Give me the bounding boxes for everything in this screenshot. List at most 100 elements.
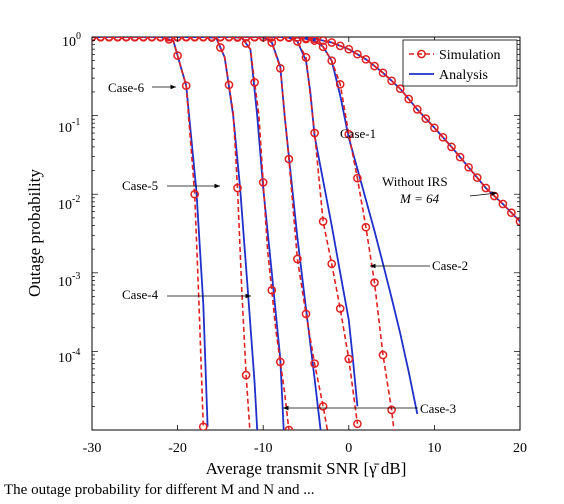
- series-7-simulation-marker: [387, 76, 396, 86]
- series-7-simulation-marker: [216, 37, 225, 42]
- series-7-simulation-marker: [335, 41, 345, 51]
- legend: Simulation Analysis: [402, 39, 518, 87]
- series-2-simulation-marker: [293, 37, 302, 46]
- series-7-simulation-marker: [464, 162, 473, 172]
- data-layer: [91, 36, 521, 431]
- plot-area: [91, 36, 521, 431]
- series-3-simulation-marker: [301, 309, 311, 319]
- series-7-simulation-marker: [327, 38, 337, 47]
- series-1-simulation-marker: [361, 222, 371, 232]
- series-6-simulation-marker: [173, 51, 182, 60]
- series-5-simulation-marker: [233, 183, 242, 193]
- x-tick-label: 0: [345, 441, 352, 456]
- series-4-simulation-marker: [258, 178, 268, 187]
- series-5-simulation-marker: [216, 43, 225, 52]
- y-tick-label: 10-2: [58, 194, 80, 213]
- svg-text:10-4: 10-4: [58, 347, 80, 366]
- x-tick-label: -20: [168, 441, 187, 456]
- series-1-simulation-marker: [318, 42, 328, 52]
- y-tick-label: 10-1: [58, 117, 80, 136]
- series-7-simulation-marker: [447, 142, 456, 152]
- series-7-simulation-line: [92, 37, 520, 223]
- figure-caption: The outage probability for different M a…: [4, 482, 315, 498]
- series-6-simulation-marker: [181, 81, 191, 91]
- series-2-simulation-marker: [310, 128, 319, 138]
- annotations: Case-6 Case-5 Case-4 Case-1 Case-2 Case-…: [108, 80, 498, 416]
- series-7-simulation-marker: [130, 37, 140, 42]
- series-7-simulation-marker: [121, 37, 131, 42]
- series-7-simulation-marker: [430, 123, 439, 133]
- series-2-simulation-marker: [301, 53, 311, 62]
- series-3-simulation-marker: [267, 38, 277, 47]
- without-irs-label: Without IRS: [382, 174, 448, 189]
- series-7-simulation-marker: [412, 105, 422, 114]
- series-7-simulation-marker: [344, 44, 354, 54]
- series-7-simulation-marker: [198, 37, 208, 42]
- series-1-simulation-marker: [327, 56, 337, 66]
- svg-text:100: 100: [62, 31, 81, 50]
- series-7-simulation-marker: [293, 37, 302, 42]
- series-1-simulation-line: [92, 37, 395, 430]
- x-tick-label: 20: [513, 441, 527, 456]
- series-7-simulation-marker: [301, 37, 311, 43]
- series-7-simulation-marker: [250, 37, 259, 42]
- x-tick-label: -30: [83, 441, 102, 456]
- series-7-simulation-marker: [455, 152, 465, 162]
- series-7-simulation-marker: [481, 183, 491, 193]
- svg-text:10-2: 10-2: [58, 194, 80, 213]
- series-7-simulation-marker: [156, 37, 165, 42]
- series-1-simulation-marker: [344, 129, 354, 139]
- series-6-simulation-marker: [198, 422, 208, 430]
- series-7-simulation-marker: [370, 61, 379, 71]
- series-4-simulation-marker: [284, 425, 294, 430]
- series-7-simulation-marker: [233, 37, 242, 42]
- case-4-label: Case-4: [122, 287, 159, 302]
- series-7-simulation-marker: [438, 132, 448, 142]
- series-3-simulation-marker: [275, 63, 285, 73]
- series-7-simulation-marker: [395, 84, 405, 94]
- case-5-label: Case-5: [122, 178, 158, 193]
- series-4-simulation-marker: [241, 39, 251, 48]
- series-1-simulation-marker: [335, 79, 345, 89]
- series-2-simulation-marker: [327, 259, 337, 269]
- series-7-simulation-marker: [267, 37, 277, 42]
- legend-simulation-label: Simulation: [439, 48, 500, 63]
- series-7-simulation-marker: [181, 37, 191, 42]
- series-1-simulation-marker: [370, 278, 379, 287]
- series-2-simulation-marker: [335, 304, 345, 313]
- series-6-simulation-marker: [190, 189, 200, 199]
- series-7-simulation-marker: [310, 37, 319, 44]
- y-tick-label: 100: [62, 31, 81, 50]
- series-7-simulation-marker: [164, 37, 174, 42]
- series-7-simulation-marker: [224, 37, 234, 42]
- case-2-label: Case-2: [432, 258, 468, 273]
- series-7-simulation-marker: [472, 173, 482, 182]
- y-tick-label: 10-4: [58, 347, 80, 366]
- y-tick-label: 10-3: [58, 271, 80, 290]
- series-7-simulation-marker: [104, 37, 114, 42]
- series-3-simulation-marker: [318, 401, 328, 411]
- series-7-simulation-marker: [284, 37, 294, 42]
- series-4-simulation-marker: [267, 285, 277, 295]
- series-5-simulation-marker: [224, 80, 234, 90]
- series-7-simulation-marker: [421, 114, 431, 123]
- x-tick-label: -10: [254, 441, 273, 456]
- series-5-simulation-marker: [241, 370, 251, 380]
- series-7-simulation-marker: [139, 37, 148, 42]
- series-7-simulation-marker: [241, 37, 251, 42]
- without-irs-arrow: [469, 191, 498, 197]
- series-4-simulation-marker: [250, 78, 259, 87]
- without-irs-m-label: M = 64: [399, 191, 440, 206]
- series-7-simulation-marker: [113, 37, 123, 42]
- svg-text:10-1: 10-1: [58, 117, 80, 136]
- series-3-simulation-line: [92, 37, 329, 430]
- series-2-simulation-marker: [344, 354, 354, 364]
- series-1-simulation-marker: [353, 173, 362, 183]
- series-7-simulation-marker: [318, 37, 328, 45]
- series-1-simulation-marker: [387, 405, 396, 415]
- series-7-simulation-marker: [147, 37, 157, 42]
- series-3-simulation-marker: [284, 154, 294, 164]
- series-7-simulation-marker: [361, 54, 371, 64]
- series-7-simulation-marker: [404, 94, 414, 104]
